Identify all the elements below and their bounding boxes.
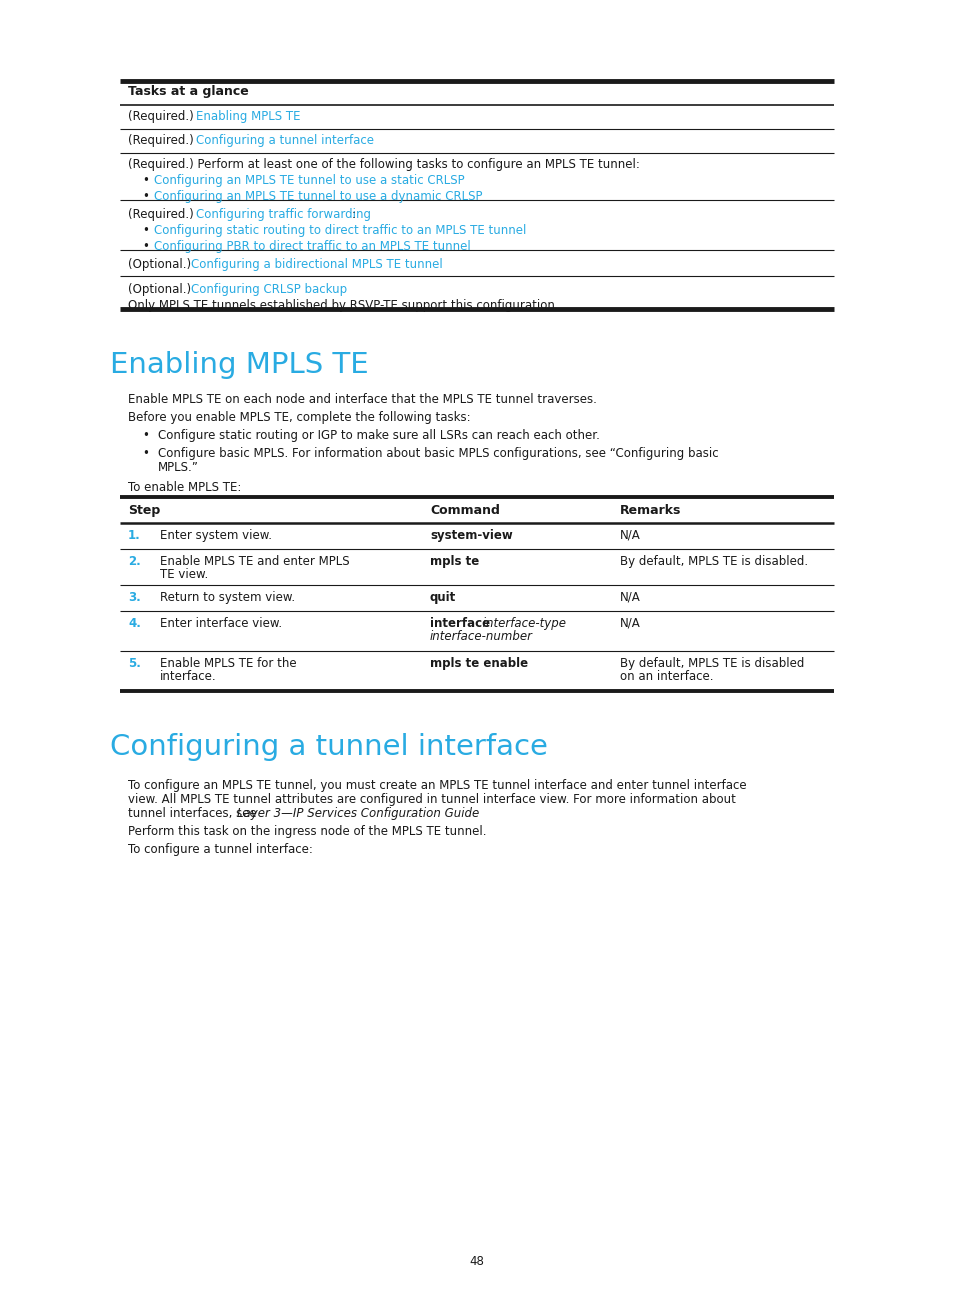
Text: Enabling MPLS TE: Enabling MPLS TE xyxy=(195,110,300,123)
Text: 48: 48 xyxy=(469,1255,484,1267)
Text: Enter interface view.: Enter interface view. xyxy=(160,617,282,630)
Text: N/A: N/A xyxy=(619,591,640,604)
Text: Only MPLS TE tunnels established by RSVP-TE support this configuration.: Only MPLS TE tunnels established by RSVP… xyxy=(128,299,558,312)
Text: Configuring static routing to direct traffic to an MPLS TE tunnel: Configuring static routing to direct tra… xyxy=(153,224,526,237)
Text: interface-type: interface-type xyxy=(479,617,566,630)
Text: (Optional.): (Optional.) xyxy=(128,258,194,271)
Text: Enable MPLS TE on each node and interface that the MPLS TE tunnel traverses.: Enable MPLS TE on each node and interfac… xyxy=(128,393,597,406)
Text: Configuring traffic forwarding: Configuring traffic forwarding xyxy=(195,207,371,222)
Text: 5.: 5. xyxy=(128,657,141,670)
Text: To enable MPLS TE:: To enable MPLS TE: xyxy=(128,481,241,494)
Text: N/A: N/A xyxy=(619,617,640,630)
Text: •: • xyxy=(142,447,149,460)
Text: quit: quit xyxy=(430,591,456,604)
Text: Configuring PBR to direct traffic to an MPLS TE tunnel: Configuring PBR to direct traffic to an … xyxy=(153,240,470,253)
Text: •: • xyxy=(142,240,149,253)
Text: Return to system view.: Return to system view. xyxy=(160,591,294,604)
Text: Enabling MPLS TE: Enabling MPLS TE xyxy=(110,351,368,378)
Text: 3.: 3. xyxy=(128,591,141,604)
Text: (Optional.): (Optional.) xyxy=(128,283,194,295)
Text: system-view: system-view xyxy=(430,529,512,542)
Text: •: • xyxy=(142,174,149,187)
Text: mpls te: mpls te xyxy=(430,555,478,568)
Text: Configure static routing or IGP to make sure all LSRs can reach each other.: Configure static routing or IGP to make … xyxy=(158,429,599,442)
Text: .: . xyxy=(408,807,412,820)
Text: Configuring CRLSP backup: Configuring CRLSP backup xyxy=(191,283,347,295)
Text: Tasks at a glance: Tasks at a glance xyxy=(128,86,249,98)
Text: By default, MPLS TE is disabled: By default, MPLS TE is disabled xyxy=(619,657,803,670)
Text: interface.: interface. xyxy=(160,670,216,683)
Text: Configure basic MPLS. For information about basic MPLS configurations, see “Conf: Configure basic MPLS. For information ab… xyxy=(158,447,718,460)
Text: •: • xyxy=(142,224,149,237)
Text: 1.: 1. xyxy=(128,529,141,542)
Text: 4.: 4. xyxy=(128,617,141,630)
Text: mpls te enable: mpls te enable xyxy=(430,657,528,670)
Text: Configuring a tunnel interface: Configuring a tunnel interface xyxy=(110,734,547,761)
Text: •: • xyxy=(142,191,149,203)
Text: Configuring an MPLS TE tunnel to use a dynamic CRLSP: Configuring an MPLS TE tunnel to use a d… xyxy=(153,191,482,203)
Text: Remarks: Remarks xyxy=(619,504,680,517)
Text: on an interface.: on an interface. xyxy=(619,670,713,683)
Text: Before you enable MPLS TE, complete the following tasks:: Before you enable MPLS TE, complete the … xyxy=(128,411,470,424)
Text: interface-number: interface-number xyxy=(430,630,533,643)
Text: (Required.) Perform at least one of the following tasks to configure an MPLS TE : (Required.) Perform at least one of the … xyxy=(128,158,639,171)
Text: Enable MPLS TE for the: Enable MPLS TE for the xyxy=(160,657,296,670)
Text: 2.: 2. xyxy=(128,555,141,568)
Text: Enable MPLS TE and enter MPLS: Enable MPLS TE and enter MPLS xyxy=(160,555,349,568)
Text: tunnel interfaces, see: tunnel interfaces, see xyxy=(128,807,260,820)
Text: :: : xyxy=(352,207,355,222)
Text: (Required.): (Required.) xyxy=(128,207,197,222)
Text: Command: Command xyxy=(430,504,499,517)
Text: Layer 3—IP Services Configuration Guide: Layer 3—IP Services Configuration Guide xyxy=(236,807,478,820)
Text: To configure a tunnel interface:: To configure a tunnel interface: xyxy=(128,842,313,855)
Text: To configure an MPLS TE tunnel, you must create an MPLS TE tunnel interface and : To configure an MPLS TE tunnel, you must… xyxy=(128,779,746,792)
Text: N/A: N/A xyxy=(619,529,640,542)
Text: •: • xyxy=(142,429,149,442)
Text: interface: interface xyxy=(430,617,490,630)
Text: view. All MPLS TE tunnel attributes are configured in tunnel interface view. For: view. All MPLS TE tunnel attributes are … xyxy=(128,793,735,806)
Text: By default, MPLS TE is disabled.: By default, MPLS TE is disabled. xyxy=(619,555,807,568)
Text: (Required.): (Required.) xyxy=(128,110,197,123)
Text: Configuring a tunnel interface: Configuring a tunnel interface xyxy=(195,133,374,146)
Text: TE view.: TE view. xyxy=(160,568,208,581)
Text: MPLS.”: MPLS.” xyxy=(158,461,198,474)
Text: Perform this task on the ingress node of the MPLS TE tunnel.: Perform this task on the ingress node of… xyxy=(128,826,486,839)
Text: Configuring a bidirectional MPLS TE tunnel: Configuring a bidirectional MPLS TE tunn… xyxy=(191,258,442,271)
Text: Step: Step xyxy=(128,504,160,517)
Text: (Required.): (Required.) xyxy=(128,133,197,146)
Text: Configuring an MPLS TE tunnel to use a static CRLSP: Configuring an MPLS TE tunnel to use a s… xyxy=(153,174,464,187)
Text: Enter system view.: Enter system view. xyxy=(160,529,272,542)
